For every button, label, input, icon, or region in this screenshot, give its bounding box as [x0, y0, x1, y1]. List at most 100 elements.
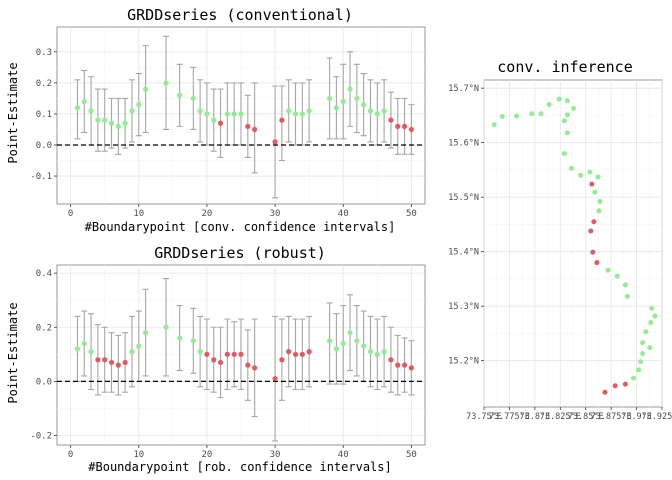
map-boundary-point	[636, 367, 642, 373]
robust-point-estimate	[102, 357, 108, 363]
conventional-point-estimate	[142, 86, 149, 92]
robust-point-estimate	[279, 357, 285, 363]
robust-point-estimate	[299, 351, 305, 357]
map-boundary-point	[590, 249, 596, 255]
robust-point-estimate	[129, 349, 135, 355]
robust-point-estimate	[88, 349, 94, 355]
conventional-point-estimate	[217, 120, 224, 126]
robust-point-estimate	[122, 359, 128, 366]
robust-point-estimate	[224, 351, 230, 357]
robust-point-estimate	[292, 351, 299, 357]
map-boundary-point	[556, 96, 562, 102]
map-boundary-point	[592, 189, 598, 195]
robust-x-tick-label: 10	[133, 450, 144, 460]
map-boundary-point	[595, 174, 601, 180]
map-boundary-point	[597, 199, 603, 205]
conventional-point-estimate	[333, 105, 340, 111]
robust-point-estimate	[388, 357, 394, 363]
conventional-point-estimate	[306, 108, 312, 114]
conventional-x-tick-label: 10	[133, 209, 144, 219]
robust-point-estimate	[231, 351, 237, 357]
robust-point-estimate	[401, 362, 408, 368]
robust-point-estimate	[361, 343, 367, 349]
conventional-point-estimate	[74, 105, 81, 111]
conventional-y-tick-label: 0.1	[36, 110, 52, 120]
conventional-x-tick-label: 20	[202, 209, 213, 219]
conventional-point-estimate	[299, 111, 305, 117]
conventional-point-estimate	[401, 123, 408, 129]
map-title: conv. inference	[497, 58, 632, 76]
robust-point-estimate	[326, 338, 333, 344]
map-boundary-point	[649, 305, 655, 311]
map-lon-tick-label: 73.85°E	[568, 412, 604, 422]
map-lon-tick-label: 73.75°E	[466, 412, 502, 422]
map-boundary-point	[643, 329, 649, 335]
robust-point-estimate	[333, 346, 340, 352]
conventional-point-estimate	[211, 117, 217, 123]
robust-y-tick-label: 0.2	[36, 323, 52, 333]
map-boundary-point	[631, 375, 637, 381]
conventional-point-estimate	[129, 108, 135, 114]
conventional-point-estimate	[115, 123, 121, 129]
map-boundary-point	[529, 111, 535, 117]
robust-point-estimate	[204, 351, 210, 357]
conventional-point-estimate	[279, 117, 285, 123]
map-lon-tick-label: 73.825°E	[540, 412, 581, 422]
conventional-point-estimate	[81, 98, 87, 105]
robust-point-estimate	[354, 338, 360, 344]
robust-y-axis-title: Point-Estimate	[6, 302, 20, 403]
map-boundary-point	[588, 228, 594, 234]
map-lat-tick-label: 15.4°N	[448, 248, 479, 258]
conventional-point-estimate	[102, 117, 108, 123]
map-boundary-point	[561, 118, 567, 124]
map-boundary-point	[546, 102, 552, 108]
map-boundary-point	[638, 359, 644, 365]
map-boundary-point	[568, 165, 574, 171]
map-panel: 73.75°E73.775°E73.8°E73.825°E73.85°E73.8…	[448, 58, 672, 422]
map-boundary-point	[648, 320, 654, 326]
robust-point-estimate	[252, 365, 258, 371]
map-boundary-point	[561, 151, 567, 157]
conventional-title: GRDDseries (conventional)	[127, 6, 353, 24]
conventional-point-estimate	[292, 111, 299, 117]
robust-point-estimate	[340, 340, 346, 347]
conventional-point-estimate	[381, 108, 387, 114]
map-boundary-point	[612, 383, 618, 389]
conventional-y-tick-label: 0.2	[36, 79, 52, 89]
robust-point-estimate	[142, 330, 149, 336]
conventional-x-tick-label: 40	[338, 209, 349, 219]
robust-point-estimate	[95, 357, 101, 363]
conventional-point-estimate	[224, 111, 230, 117]
robust-point-estimate	[190, 338, 196, 344]
robust-error-bar	[326, 302, 333, 385]
conventional-y-axis-title: Point-Estimate	[6, 62, 20, 163]
map-boundary-point	[647, 345, 653, 351]
robust-point-estimate	[136, 343, 142, 349]
robust-point-estimate	[217, 359, 224, 366]
conventional-y-tick-label: 0.0	[36, 141, 52, 151]
conventional-x-axis-title: #Boundarypoint [conv. confidence interva…	[85, 220, 396, 234]
map-lat-tick-label: 15.3°N	[448, 302, 479, 312]
robust-point-estimate	[108, 359, 115, 366]
robust-point-estimate	[306, 349, 312, 355]
robust-x-tick-label: 0	[68, 450, 73, 460]
conventional-point-estimate	[395, 123, 401, 129]
conventional-point-estimate	[95, 117, 101, 123]
map-boundary-point	[571, 105, 577, 111]
map-boundary-point	[499, 114, 505, 120]
map-boundary-point	[514, 113, 520, 119]
robust-point-estimate	[286, 349, 292, 355]
map-boundary-point	[652, 313, 658, 319]
conventional-point-estimate	[354, 95, 360, 102]
conventional-x-tick-label: 0	[68, 209, 73, 219]
robust-y-tick-label: 0.0	[36, 377, 52, 387]
robust-point-estimate	[211, 357, 217, 363]
robust-title: GRDDseries (robust)	[154, 244, 326, 262]
conventional-point-estimate	[197, 108, 203, 114]
map-lon-tick-label: 73.875°E	[591, 412, 632, 422]
map-boundary-point	[564, 98, 570, 104]
map-boundary-point	[578, 172, 584, 178]
map-boundary-point	[622, 282, 628, 288]
conventional-point-estimate	[136, 102, 142, 108]
